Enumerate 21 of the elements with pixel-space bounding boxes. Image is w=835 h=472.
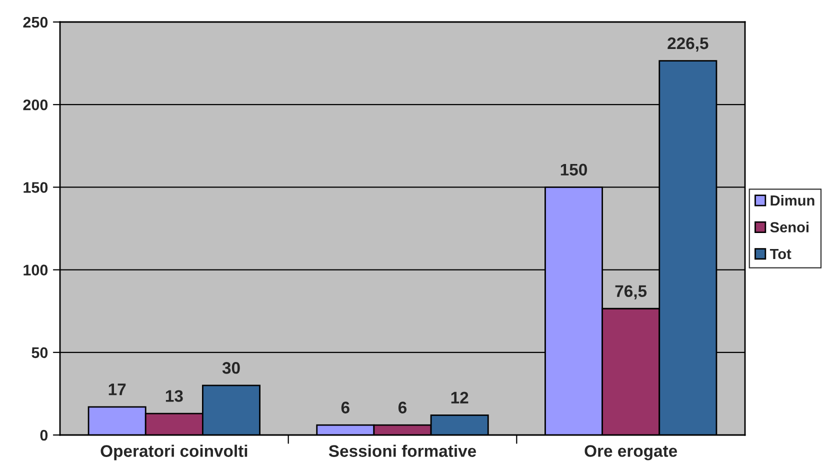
y-tick-label: 200 xyxy=(23,99,48,110)
data-label: 6 xyxy=(341,402,350,414)
x-tick-label: Sessioni formative xyxy=(328,444,476,457)
y-tick-label: 250 xyxy=(23,16,48,28)
legend-label: Dimun xyxy=(770,194,814,206)
legend-label: Senoi xyxy=(770,222,808,232)
data-label: 76,5 xyxy=(615,285,647,300)
data-label: 6 xyxy=(398,402,407,414)
x-tick-label: Ore erogate xyxy=(584,445,678,460)
legend-label: Tot xyxy=(770,248,792,260)
y-tick-label: 0 xyxy=(40,430,48,441)
y-tick-label: 150 xyxy=(24,182,48,193)
data-label: 150 xyxy=(560,164,587,176)
y-tick-label: 100 xyxy=(24,264,48,276)
y-tick-label: 50 xyxy=(32,347,48,358)
x-tick-label: Operatori coinvolti xyxy=(100,444,248,460)
data-label: 12 xyxy=(451,392,468,404)
data-label: 13 xyxy=(166,390,183,402)
data-label: 226,5 xyxy=(668,37,708,52)
data-label: 17 xyxy=(108,384,126,396)
data-label: 30 xyxy=(222,362,240,374)
